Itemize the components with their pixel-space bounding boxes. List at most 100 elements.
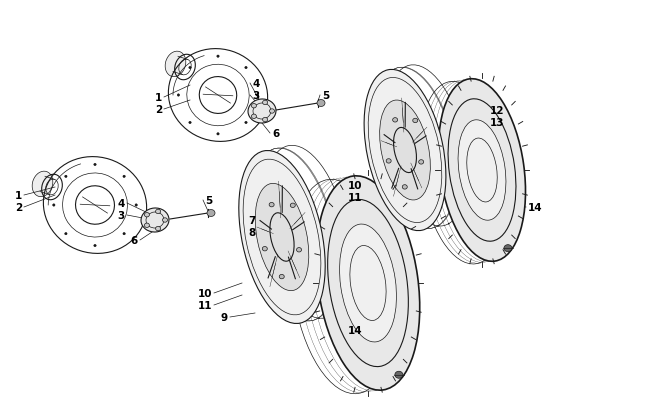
Ellipse shape — [144, 224, 150, 228]
Text: 5: 5 — [322, 91, 330, 101]
Circle shape — [387, 96, 390, 99]
Text: 14: 14 — [528, 202, 543, 213]
Circle shape — [463, 201, 464, 202]
Text: 9: 9 — [221, 312, 228, 322]
Ellipse shape — [504, 245, 512, 252]
Ellipse shape — [291, 204, 295, 208]
Ellipse shape — [402, 185, 408, 190]
Text: 5: 5 — [205, 196, 213, 205]
Ellipse shape — [395, 371, 403, 378]
Text: 7: 7 — [248, 215, 255, 226]
Circle shape — [267, 240, 268, 241]
Circle shape — [422, 99, 425, 102]
Ellipse shape — [439, 79, 525, 262]
Text: 4: 4 — [252, 79, 259, 89]
Circle shape — [330, 315, 331, 317]
Ellipse shape — [255, 184, 309, 291]
Ellipse shape — [364, 70, 446, 231]
Text: 2: 2 — [155, 105, 162, 115]
Text: 2: 2 — [15, 202, 22, 213]
Circle shape — [250, 254, 254, 257]
Ellipse shape — [252, 104, 256, 109]
Ellipse shape — [155, 210, 161, 214]
Circle shape — [306, 313, 307, 314]
Circle shape — [256, 94, 259, 97]
Ellipse shape — [393, 118, 398, 123]
Ellipse shape — [207, 210, 215, 217]
Text: 10: 10 — [348, 181, 362, 190]
Circle shape — [402, 213, 405, 216]
Circle shape — [431, 171, 434, 175]
Text: 11: 11 — [348, 192, 362, 202]
Circle shape — [448, 224, 449, 225]
Ellipse shape — [270, 109, 274, 114]
Circle shape — [375, 166, 378, 169]
Ellipse shape — [419, 160, 424, 165]
Text: 6: 6 — [272, 129, 280, 139]
Text: 13: 13 — [490, 118, 504, 128]
Text: 12: 12 — [490, 106, 504, 116]
Circle shape — [395, 176, 396, 177]
Circle shape — [245, 122, 247, 124]
Circle shape — [245, 67, 247, 70]
Ellipse shape — [263, 118, 268, 122]
Circle shape — [65, 233, 67, 235]
Ellipse shape — [386, 159, 391, 164]
Circle shape — [217, 56, 219, 58]
Circle shape — [300, 182, 303, 185]
Text: 3: 3 — [252, 91, 259, 101]
Circle shape — [426, 222, 427, 223]
Circle shape — [280, 304, 282, 307]
Ellipse shape — [339, 224, 396, 342]
Ellipse shape — [252, 115, 256, 119]
Circle shape — [310, 260, 313, 263]
Ellipse shape — [263, 101, 268, 105]
Circle shape — [345, 291, 346, 292]
Circle shape — [437, 226, 439, 227]
Circle shape — [188, 122, 191, 124]
Circle shape — [53, 204, 55, 207]
Circle shape — [217, 133, 219, 136]
Text: 8: 8 — [248, 228, 255, 237]
Ellipse shape — [162, 218, 168, 223]
Ellipse shape — [317, 100, 325, 107]
Circle shape — [65, 176, 67, 178]
Circle shape — [318, 318, 320, 319]
Ellipse shape — [380, 101, 430, 200]
Text: 6: 6 — [131, 235, 138, 245]
Ellipse shape — [141, 209, 169, 232]
Circle shape — [463, 138, 464, 139]
Circle shape — [123, 176, 125, 178]
Circle shape — [188, 67, 191, 70]
Ellipse shape — [280, 275, 284, 279]
Circle shape — [283, 285, 284, 286]
Text: 10: 10 — [198, 288, 212, 298]
Text: 3: 3 — [118, 211, 125, 220]
Circle shape — [94, 164, 96, 166]
Ellipse shape — [155, 227, 161, 231]
Ellipse shape — [248, 100, 276, 124]
Text: 11: 11 — [198, 300, 212, 310]
Circle shape — [389, 153, 390, 154]
Text: 14: 14 — [348, 325, 363, 335]
Circle shape — [94, 245, 96, 247]
Circle shape — [294, 302, 295, 303]
Ellipse shape — [32, 172, 53, 197]
Circle shape — [349, 271, 350, 272]
Ellipse shape — [413, 119, 418, 124]
Circle shape — [263, 179, 266, 182]
Ellipse shape — [165, 52, 186, 77]
Circle shape — [135, 204, 137, 207]
Ellipse shape — [296, 248, 302, 252]
Ellipse shape — [144, 213, 150, 217]
Ellipse shape — [458, 121, 506, 221]
Circle shape — [457, 215, 458, 216]
Ellipse shape — [263, 247, 267, 251]
Ellipse shape — [269, 203, 274, 207]
Ellipse shape — [317, 177, 420, 390]
Ellipse shape — [239, 151, 325, 324]
Text: 4: 4 — [118, 198, 125, 209]
Circle shape — [123, 233, 125, 235]
Circle shape — [348, 248, 350, 249]
Text: 1: 1 — [15, 190, 22, 200]
